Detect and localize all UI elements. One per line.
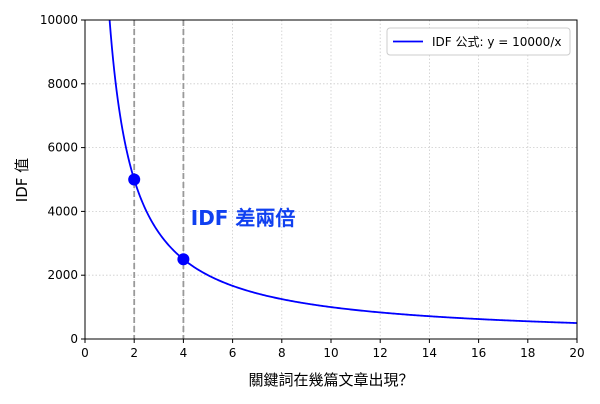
plot-frame <box>84 19 578 340</box>
highlight-points <box>128 173 190 266</box>
x-tick-label: 2 <box>130 346 138 360</box>
reference-lines <box>133 20 185 339</box>
annotation-text: IDF 差兩倍 <box>191 206 296 230</box>
data-point <box>177 253 190 266</box>
y-axis-ticks: 0 2000 4000 6000 8000 10000 <box>40 13 85 346</box>
x-tick-label: 20 <box>569 346 584 360</box>
x-tick-label: 4 <box>180 346 188 360</box>
y-tick-label: 4000 <box>47 204 78 218</box>
y-tick-label: 0 <box>70 332 78 346</box>
grid <box>84 19 578 340</box>
x-tick-label: 16 <box>471 346 486 360</box>
series-line-idf <box>108 19 578 324</box>
x-tick-label: 10 <box>323 346 338 360</box>
x-tick-label: 14 <box>422 346 437 360</box>
y-tick-label: 6000 <box>47 141 78 155</box>
x-axis-label: 關鍵詞在幾篇文章出現？ <box>248 371 413 389</box>
y-tick-label: 2000 <box>47 268 78 282</box>
y-tick-label: 10000 <box>40 13 78 27</box>
x-tick-label: 6 <box>229 346 237 360</box>
x-tick-label: 12 <box>373 346 388 360</box>
legend-label-idf: IDF 公式: y = 10000/x <box>432 35 561 49</box>
x-tick-label: 0 <box>81 346 89 360</box>
y-tick-label: 8000 <box>47 77 78 91</box>
legend-box <box>386 27 571 56</box>
y-axis-label: IDF 值 <box>13 158 31 202</box>
legend: IDF 公式: y = 10000/x <box>386 27 571 56</box>
x-axis-ticks: 0 2 4 6 8 10 12 14 16 18 20 <box>81 339 585 360</box>
x-tick-label: 18 <box>520 346 535 360</box>
data-point <box>128 173 141 186</box>
x-tick-label: 8 <box>278 346 286 360</box>
